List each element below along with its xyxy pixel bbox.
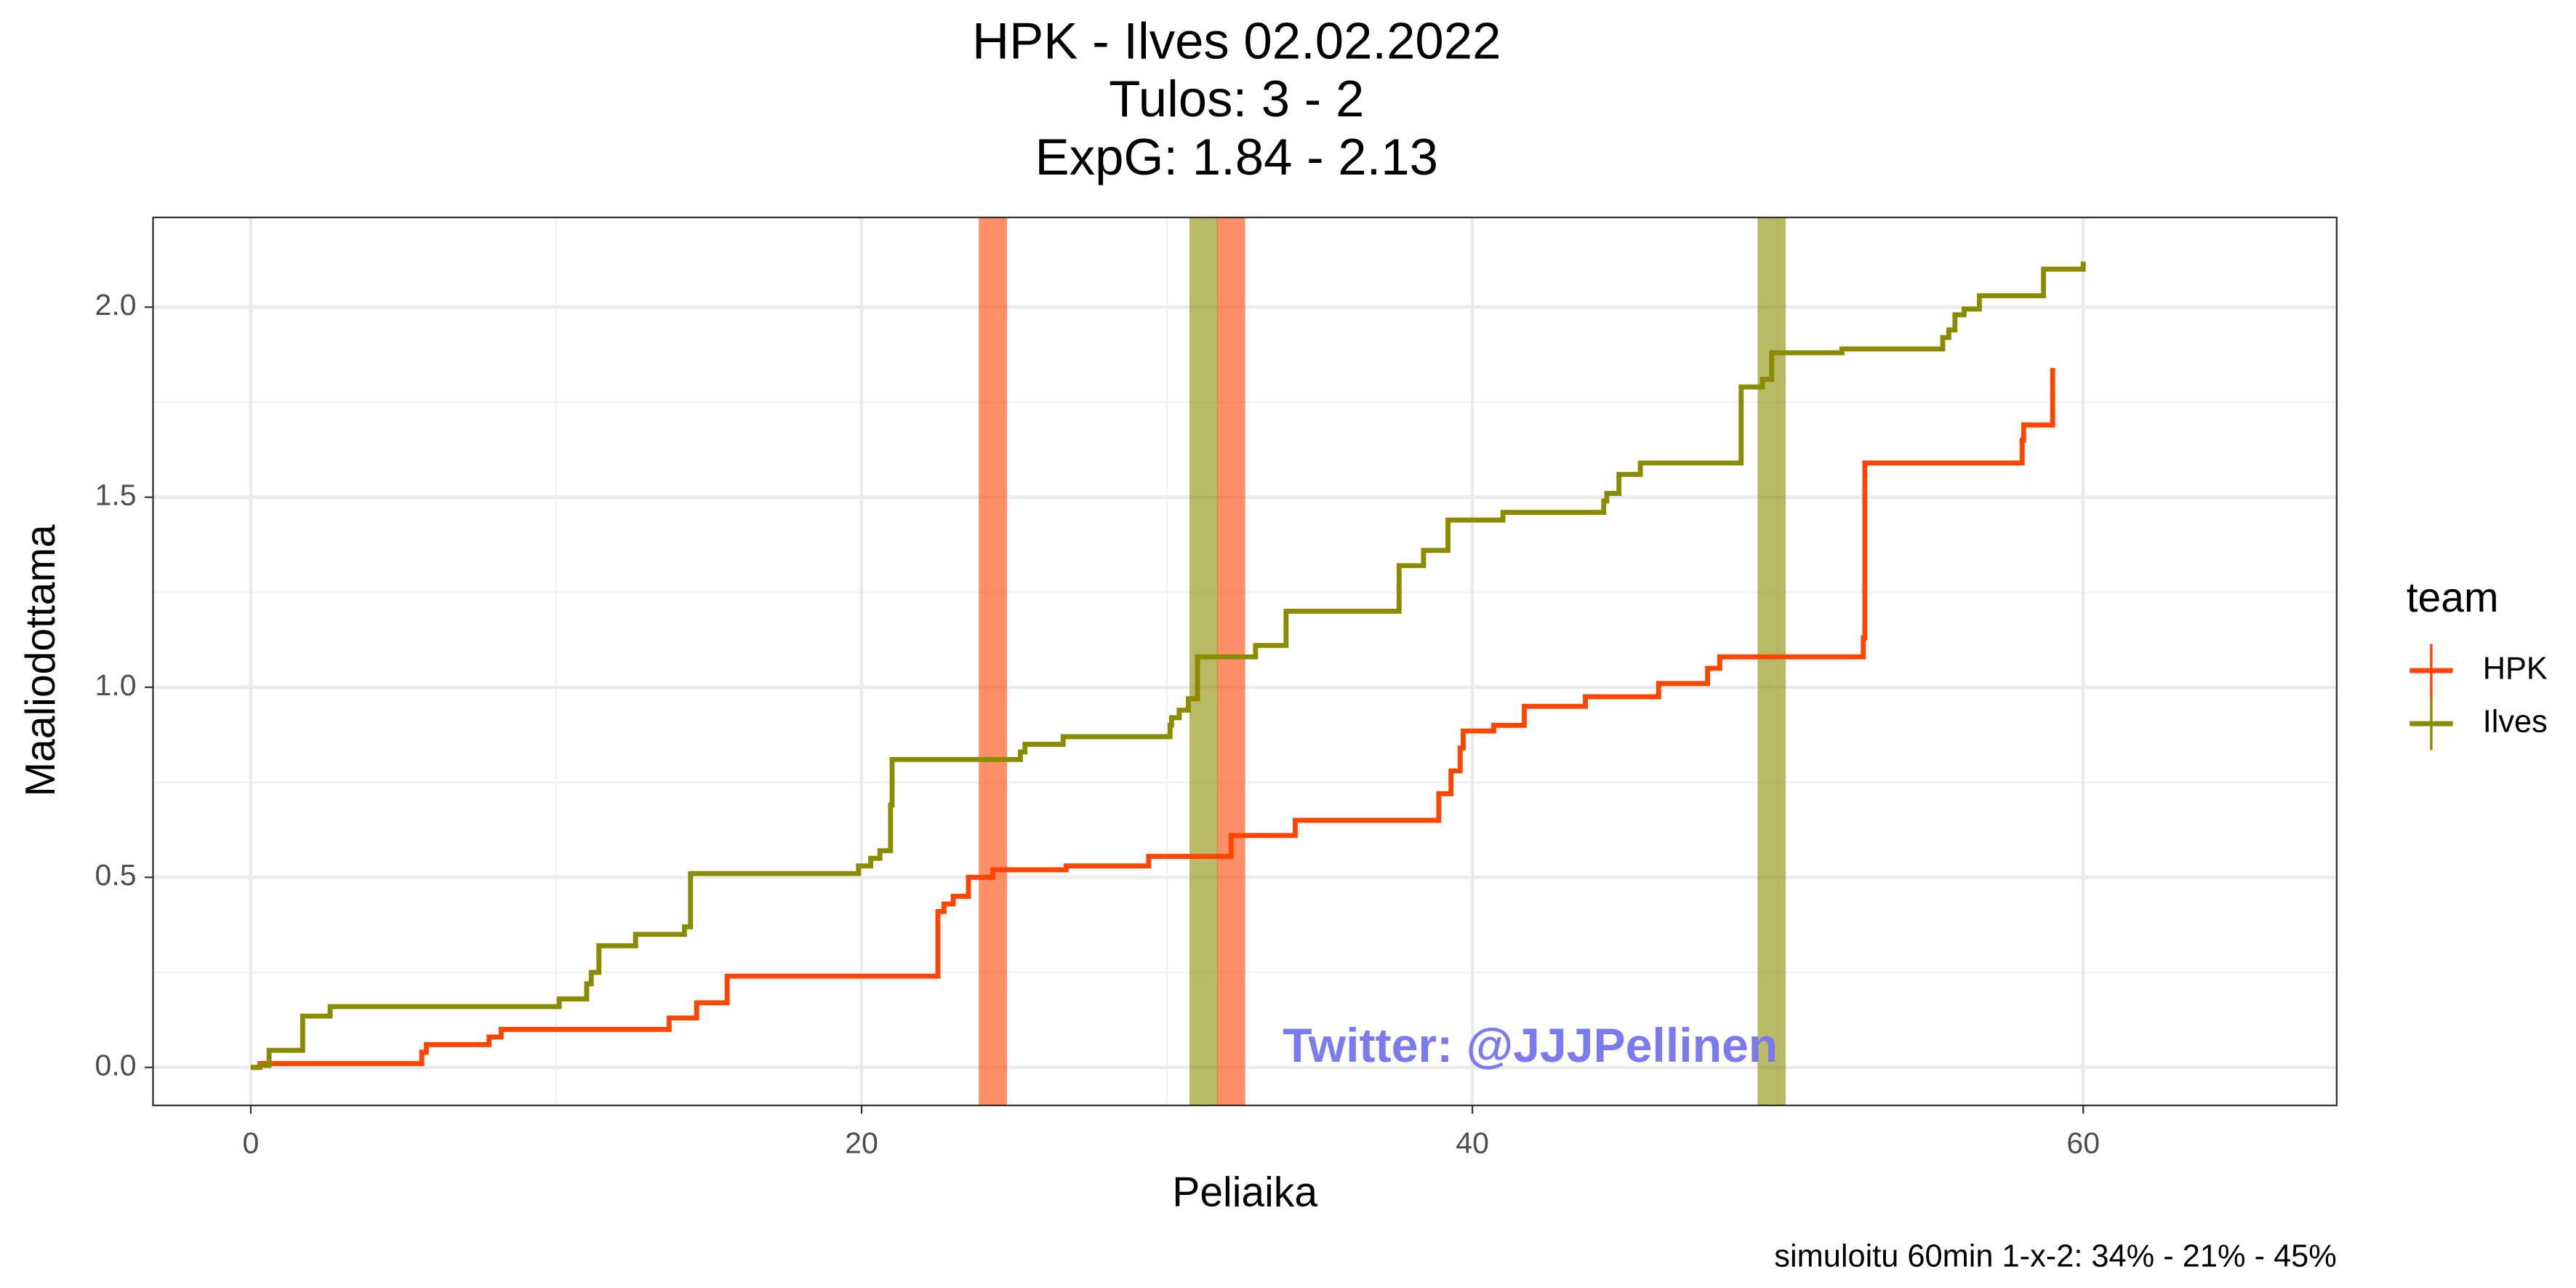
y-tick-label: 0.5 [95, 858, 137, 892]
goal-band [979, 217, 1008, 1105]
goal-band [1189, 217, 1218, 1105]
y-tick-label: 2.0 [95, 288, 137, 321]
legend-title: team [2407, 575, 2499, 621]
legend-label: HPK [2483, 651, 2548, 686]
x-axis-title: Peliaika [1172, 1169, 1317, 1215]
y-axis-title: Maaliodottama [17, 524, 64, 796]
step-line [250, 261, 2086, 1071]
y-tick-label: 1.5 [95, 479, 137, 512]
plot-border [152, 216, 2338, 1107]
y-tick-label: 0.0 [95, 1049, 137, 1082]
chart-subtitle: Tulos: 3 - 2 [1109, 70, 1364, 127]
watermark: Twitter: @JJJPellinen [1283, 1019, 1778, 1073]
x-tick-label: 0 [242, 1127, 259, 1160]
x-tick-label: 40 [1456, 1127, 1489, 1160]
chart-subtitle: ExpG: 1.84 - 2.13 [1035, 128, 1438, 185]
legend-label: Ilves [2483, 704, 2548, 739]
y-tick-label: 1.0 [95, 668, 137, 702]
chart-title: HPK - Ilves 02.02.2022 [972, 12, 1501, 69]
step-line [250, 367, 2055, 1071]
x-tick-label: 60 [2066, 1127, 2100, 1160]
goal-band [1216, 217, 1245, 1105]
caption: simuloitu 60min 1-x-2: 34% - 21% - 45% [1774, 1239, 2337, 1273]
x-tick-label: 20 [845, 1127, 878, 1160]
